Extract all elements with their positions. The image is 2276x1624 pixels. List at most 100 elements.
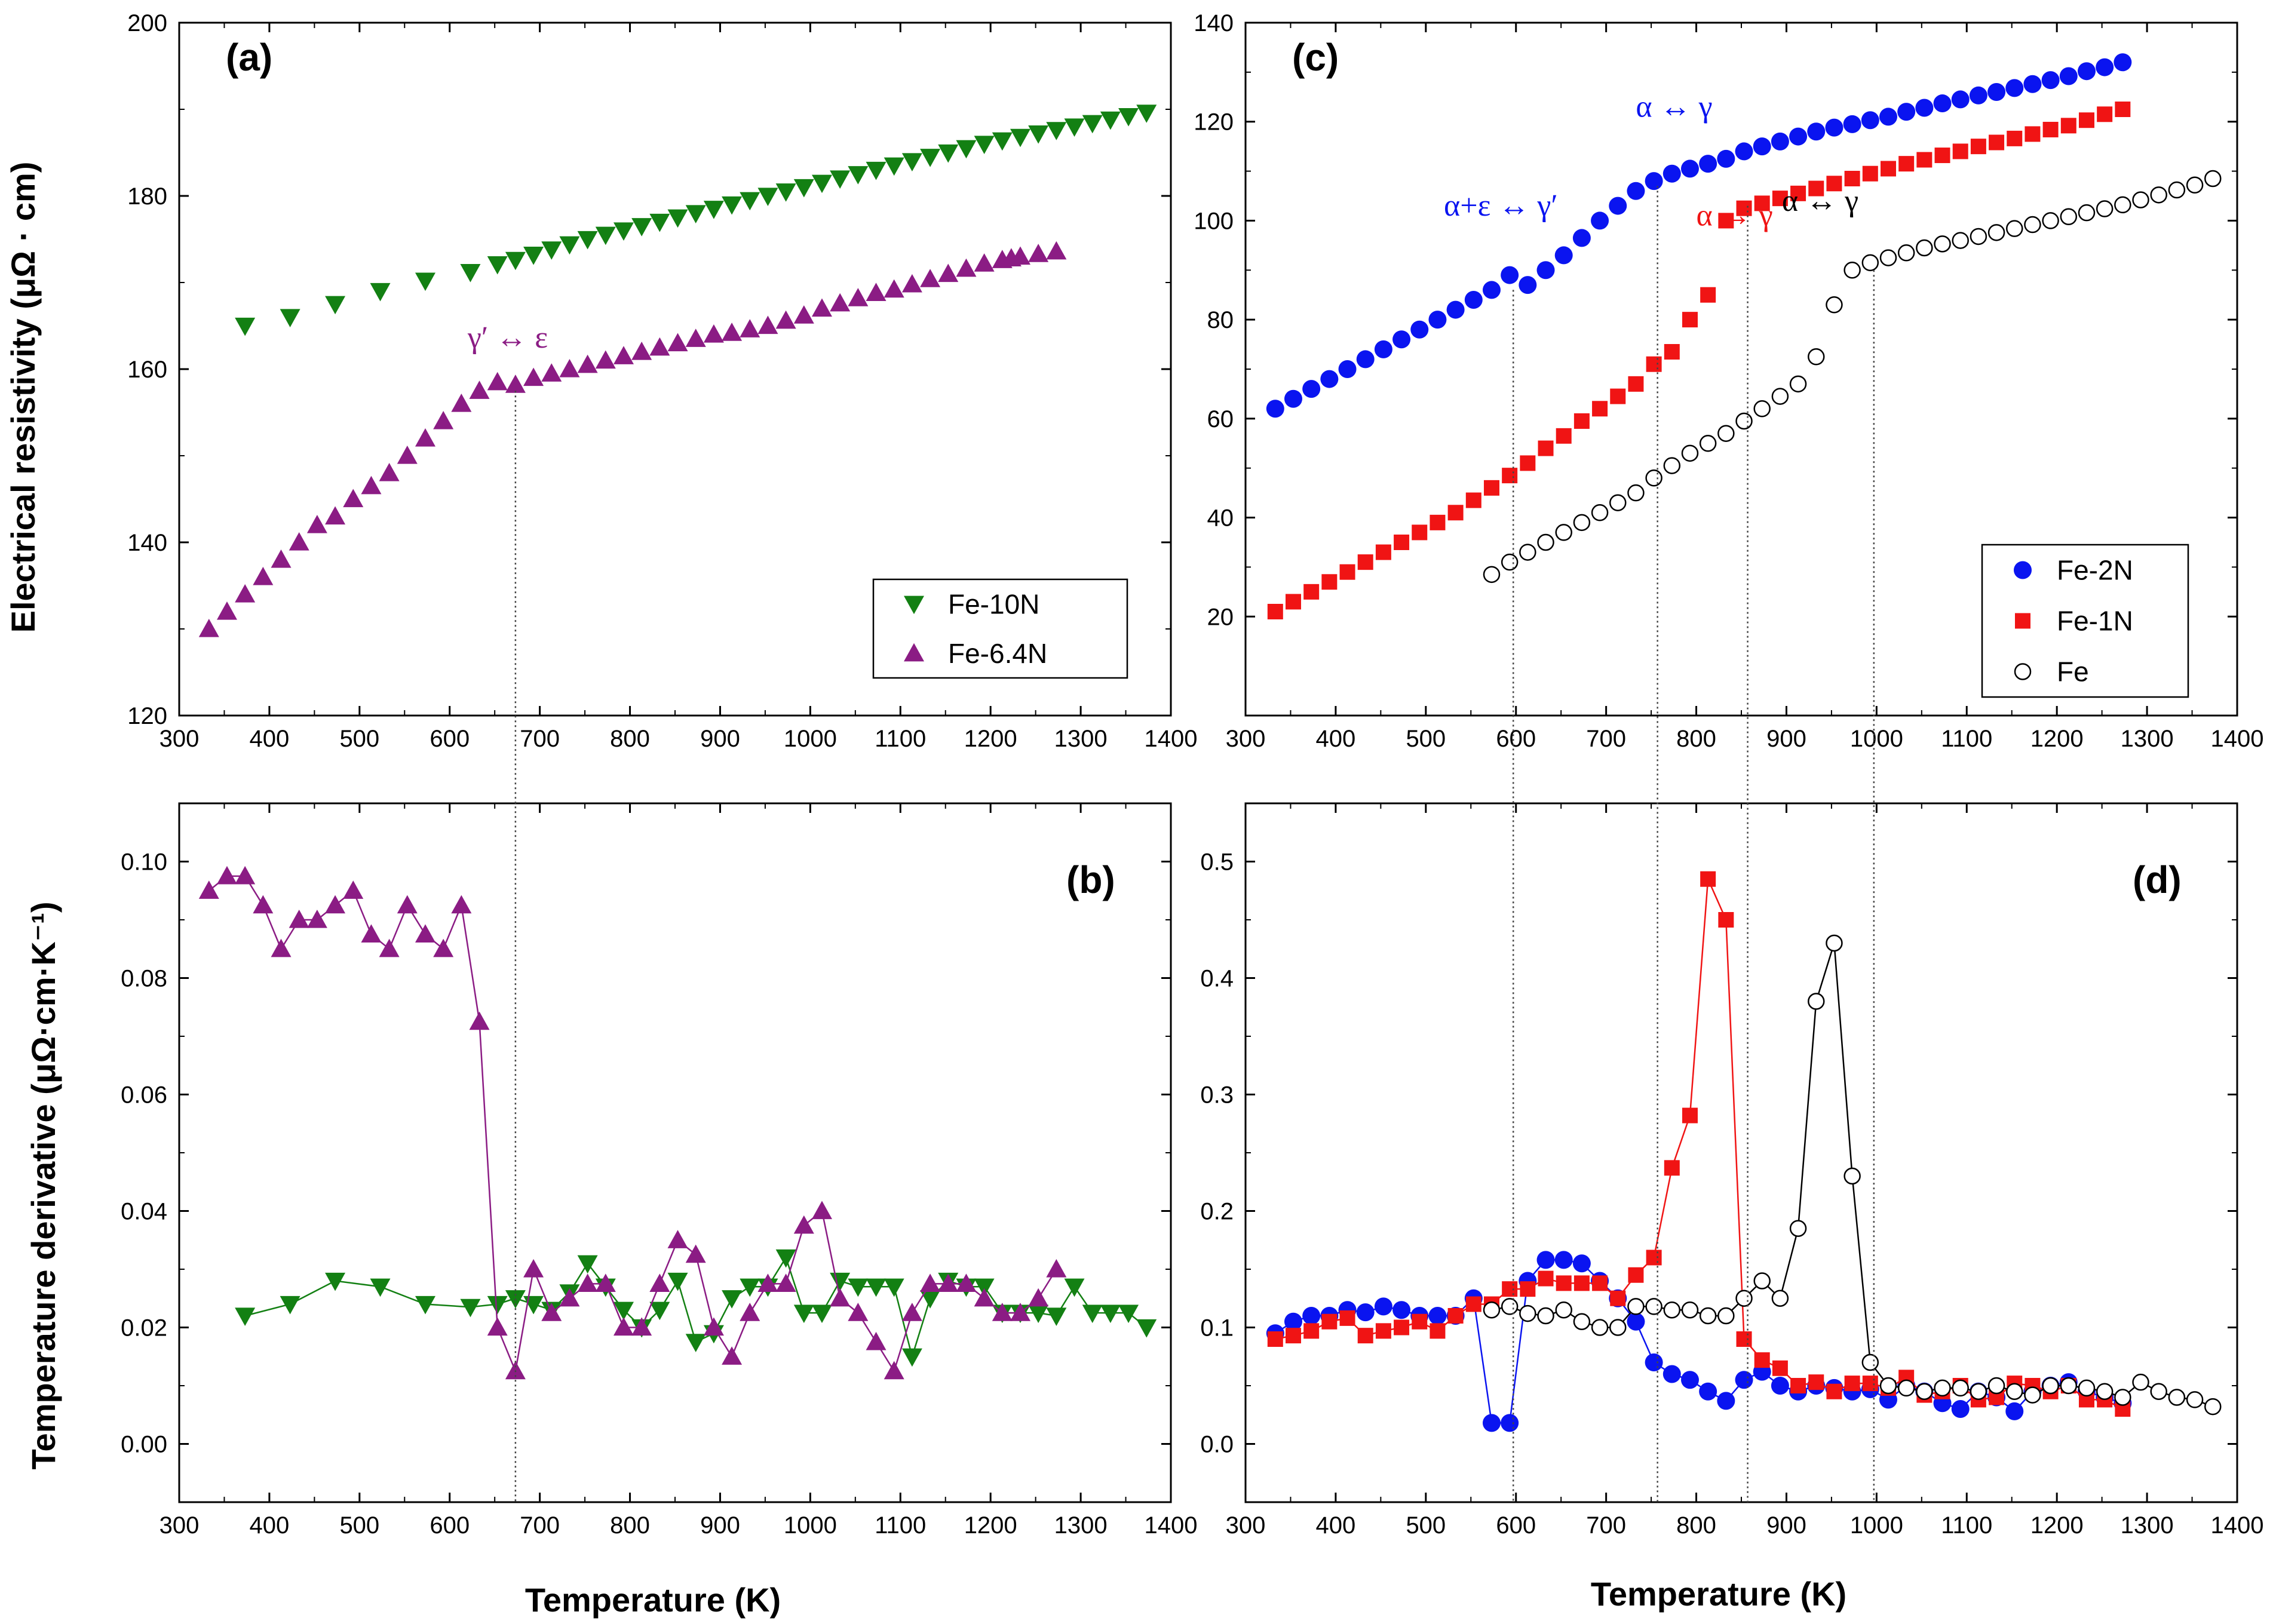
legend-marker <box>2014 663 2032 680</box>
data-point <box>1592 1275 1608 1291</box>
data-point <box>1861 1353 1879 1371</box>
data-point <box>1736 1331 1752 1347</box>
data-point <box>1010 128 1030 148</box>
data-point <box>1338 360 1357 378</box>
chart-panels: 300 400 500 600 700 800 900 1000 1100 1200 1300 140… <box>121 10 2263 1539</box>
y-tick-label: 0.10 <box>121 849 167 876</box>
y-tick-label: 20 <box>1207 604 1234 630</box>
data-point <box>974 253 995 272</box>
data-point <box>1303 1323 1320 1339</box>
data-point <box>1064 1278 1085 1297</box>
data-point <box>1897 244 1915 262</box>
data-point <box>280 1295 300 1315</box>
data-point <box>325 506 346 525</box>
legend-label: Fe <box>2057 656 2089 687</box>
data-point <box>1646 356 1662 372</box>
series-Fe-6.4N <box>198 241 1067 637</box>
x-tick-label: 600 <box>1496 726 1536 752</box>
data-point <box>757 315 778 334</box>
data-point <box>2006 220 2023 237</box>
data-point <box>703 201 724 219</box>
data-point <box>2060 1377 2078 1395</box>
data-point <box>1482 281 1501 299</box>
data-point <box>505 1361 526 1380</box>
data-point <box>1934 1379 1951 1397</box>
data-point <box>1573 1275 1590 1291</box>
data-point <box>2096 1383 2114 1400</box>
x-tick-label: 300 <box>1226 1512 1266 1539</box>
data-point <box>1446 300 1465 319</box>
x-tick-label: 700 <box>520 726 560 752</box>
data-point <box>901 1348 922 1367</box>
data-point <box>740 192 760 211</box>
x-tick-label: 300 <box>159 726 200 752</box>
data-point <box>343 489 364 508</box>
x-tick-label: 1300 <box>1054 726 1108 752</box>
data-point <box>631 218 652 237</box>
data-point <box>1010 1303 1030 1321</box>
data-point <box>1447 505 1464 521</box>
data-point <box>2005 1402 2024 1420</box>
data-point <box>1969 86 1987 105</box>
data-point <box>2186 1391 2204 1408</box>
data-point <box>1862 165 1878 182</box>
data-point <box>793 305 814 324</box>
data-point <box>1808 1374 1824 1390</box>
data-point <box>1681 1301 1699 1319</box>
data-point <box>1754 195 1770 211</box>
data-point <box>667 209 688 228</box>
data-point <box>1645 1353 1663 1371</box>
data-point <box>1537 1307 1554 1325</box>
data-point <box>1610 1290 1626 1306</box>
data-point <box>2114 196 2131 214</box>
data-point <box>1897 103 1916 121</box>
data-point <box>253 895 274 914</box>
data-point <box>2024 1386 2041 1404</box>
y-tick-label: 180 <box>127 183 167 210</box>
data-point <box>1989 134 2005 151</box>
data-point <box>1663 457 1681 474</box>
data-point <box>1753 1272 1771 1290</box>
series-Fe-1N <box>1267 871 2131 1417</box>
data-point <box>1627 1312 1645 1331</box>
data-point <box>884 279 904 298</box>
data-point <box>685 1244 706 1263</box>
x-tick-label: 1400 <box>2211 1512 2264 1539</box>
data-point <box>920 269 941 287</box>
data-point <box>2078 1379 2096 1397</box>
data-point <box>938 263 959 283</box>
data-point <box>1934 235 1951 253</box>
data-point <box>216 865 237 885</box>
data-point <box>667 1272 688 1291</box>
data-point <box>1662 164 1681 183</box>
data-point <box>1412 1313 1428 1330</box>
data-point <box>451 895 472 914</box>
data-point <box>1645 172 1663 191</box>
data-point <box>974 136 995 154</box>
data-point <box>866 1331 887 1350</box>
data-point <box>559 1288 580 1307</box>
x-tick-label: 500 <box>339 726 379 752</box>
legend-marker <box>2015 613 2030 629</box>
data-point <box>361 475 382 495</box>
data-point <box>1538 440 1554 456</box>
data-point <box>1844 171 1860 186</box>
data-point <box>775 1273 796 1292</box>
data-point <box>830 1288 851 1307</box>
data-point <box>1356 350 1375 369</box>
data-point <box>1627 182 1645 200</box>
x-tick-label: 1100 <box>875 726 926 752</box>
data-point <box>2096 58 2114 76</box>
data-point <box>469 380 490 399</box>
data-point <box>2204 170 2222 188</box>
data-point <box>631 1317 652 1336</box>
data-point <box>1428 311 1447 329</box>
data-point <box>361 924 382 943</box>
data-point <box>469 1011 490 1030</box>
data-point <box>1573 514 1591 532</box>
data-point <box>956 140 977 159</box>
data-point <box>848 166 869 185</box>
x-tick-label: 700 <box>1586 726 1626 752</box>
data-point <box>848 1303 869 1321</box>
data-point <box>1735 1371 1753 1389</box>
